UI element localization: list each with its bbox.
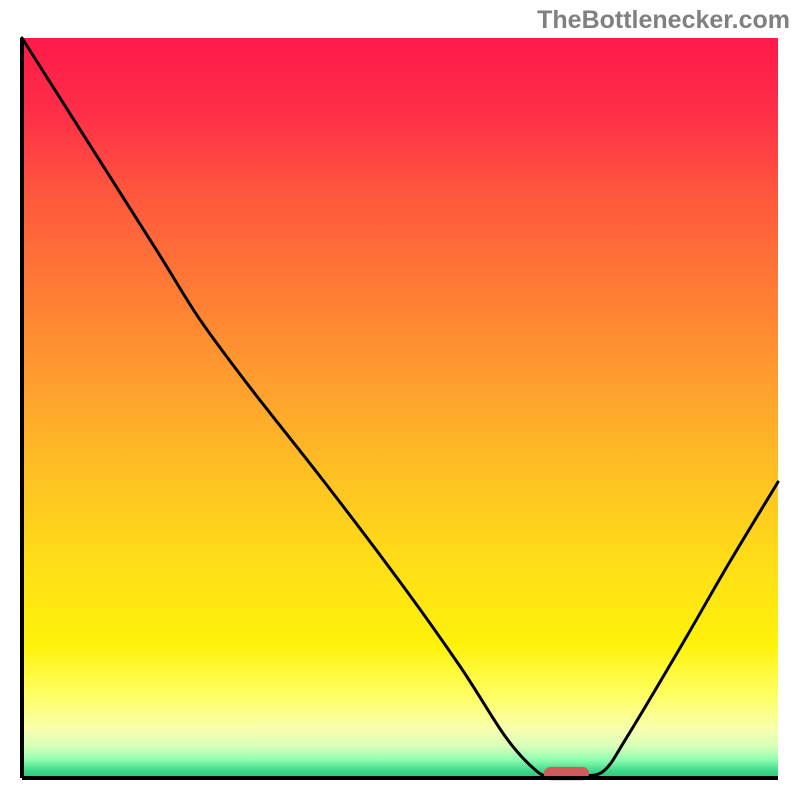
chart-area bbox=[0, 0, 800, 800]
plot-background bbox=[22, 38, 778, 778]
chart-svg bbox=[0, 0, 800, 800]
watermark-text: TheBottlenecker.com bbox=[537, 6, 790, 35]
chart-container: TheBottlenecker.com bbox=[0, 0, 800, 800]
